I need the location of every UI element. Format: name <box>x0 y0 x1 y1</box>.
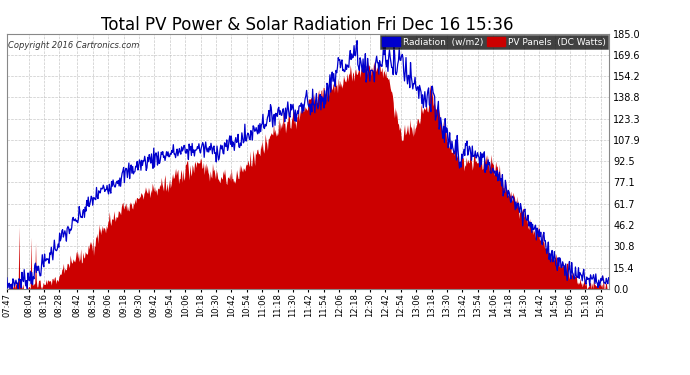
Text: Copyright 2016 Cartronics.com: Copyright 2016 Cartronics.com <box>8 41 139 50</box>
Title: Total PV Power & Solar Radiation Fri Dec 16 15:36: Total PV Power & Solar Radiation Fri Dec… <box>101 16 514 34</box>
Legend: Radiation  (w/m2), PV Panels  (DC Watts): Radiation (w/m2), PV Panels (DC Watts) <box>380 34 608 49</box>
